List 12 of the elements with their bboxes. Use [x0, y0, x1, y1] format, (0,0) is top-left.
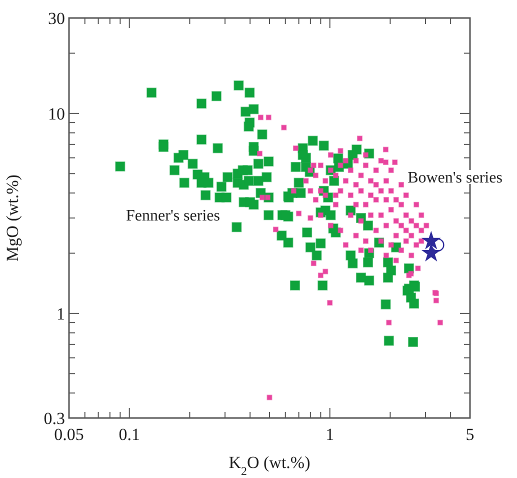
- y-axis-title: MgO (wt.%): [3, 174, 22, 262]
- y-tick-label: 30: [48, 8, 65, 28]
- series-label: Fenner's series: [126, 208, 220, 225]
- series-label: Bowen's series: [408, 170, 502, 187]
- x-tick-label: 5: [466, 425, 474, 444]
- x-tick-label: 1: [326, 425, 334, 444]
- x-tick-label: 0.1: [118, 425, 140, 444]
- y-tick-label: 1: [56, 304, 65, 324]
- x-tick-label: 0.05: [54, 425, 84, 444]
- y-tick-label: 10: [48, 104, 65, 124]
- y-tick-label: 0.3: [44, 408, 65, 428]
- x-axis-title: K$_{2}$O (wt.%): [228, 453, 310, 478]
